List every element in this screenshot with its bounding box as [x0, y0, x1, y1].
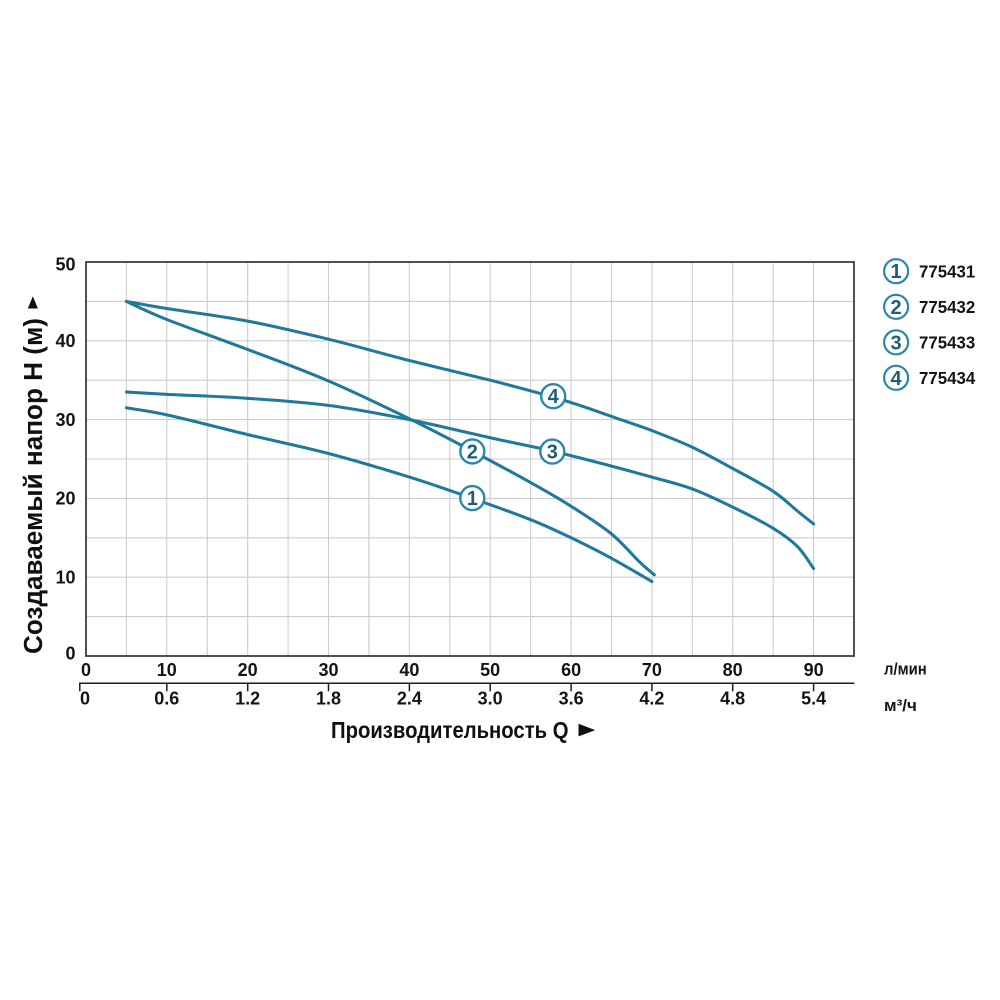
svg-text:775433: 775433	[919, 333, 975, 353]
svg-text:Производительность Q: Производительность Q	[331, 717, 569, 743]
svg-text:л/мин: л/мин	[884, 660, 927, 679]
svg-text:20: 20	[55, 489, 75, 509]
svg-text:3: 3	[547, 442, 558, 464]
svg-text:775432: 775432	[919, 297, 975, 317]
svg-text:5.4: 5.4	[801, 689, 826, 709]
svg-text:90: 90	[804, 660, 824, 680]
svg-text:4: 4	[548, 386, 560, 408]
svg-text:10: 10	[55, 568, 75, 588]
svg-text:70: 70	[642, 660, 662, 680]
svg-text:4: 4	[891, 368, 903, 390]
svg-text:2: 2	[467, 441, 478, 463]
svg-text:3: 3	[891, 332, 902, 354]
svg-text:50: 50	[55, 255, 75, 275]
svg-text:0: 0	[81, 660, 91, 680]
svg-text:40: 40	[55, 331, 75, 351]
svg-text:1.8: 1.8	[316, 689, 341, 709]
svg-text:40: 40	[399, 660, 419, 680]
svg-text:2: 2	[891, 297, 902, 319]
svg-text:3.0: 3.0	[478, 689, 503, 709]
svg-text:0: 0	[65, 644, 75, 664]
svg-text:4.8: 4.8	[720, 689, 745, 709]
svg-text:30: 30	[318, 660, 338, 680]
svg-text:60: 60	[561, 660, 581, 680]
svg-text:4.2: 4.2	[639, 689, 664, 709]
svg-text:2.4: 2.4	[397, 689, 422, 709]
svg-text:Создаваемый напор Н (м): Создаваемый напор Н (м)	[20, 318, 48, 654]
svg-text:20: 20	[238, 660, 258, 680]
svg-text:775434: 775434	[919, 368, 975, 388]
svg-text:30: 30	[55, 410, 75, 430]
svg-text:3.6: 3.6	[559, 689, 584, 709]
svg-text:0: 0	[80, 689, 90, 709]
svg-text:1.2: 1.2	[235, 689, 260, 709]
svg-text:1: 1	[891, 261, 902, 283]
svg-text:м³/ч: м³/ч	[884, 696, 917, 715]
svg-text:0.6: 0.6	[154, 689, 179, 709]
svg-text:1: 1	[467, 488, 478, 510]
svg-text:80: 80	[723, 660, 743, 680]
svg-text:50: 50	[480, 660, 500, 680]
svg-text:775431: 775431	[919, 261, 975, 281]
svg-text:10: 10	[157, 660, 177, 680]
